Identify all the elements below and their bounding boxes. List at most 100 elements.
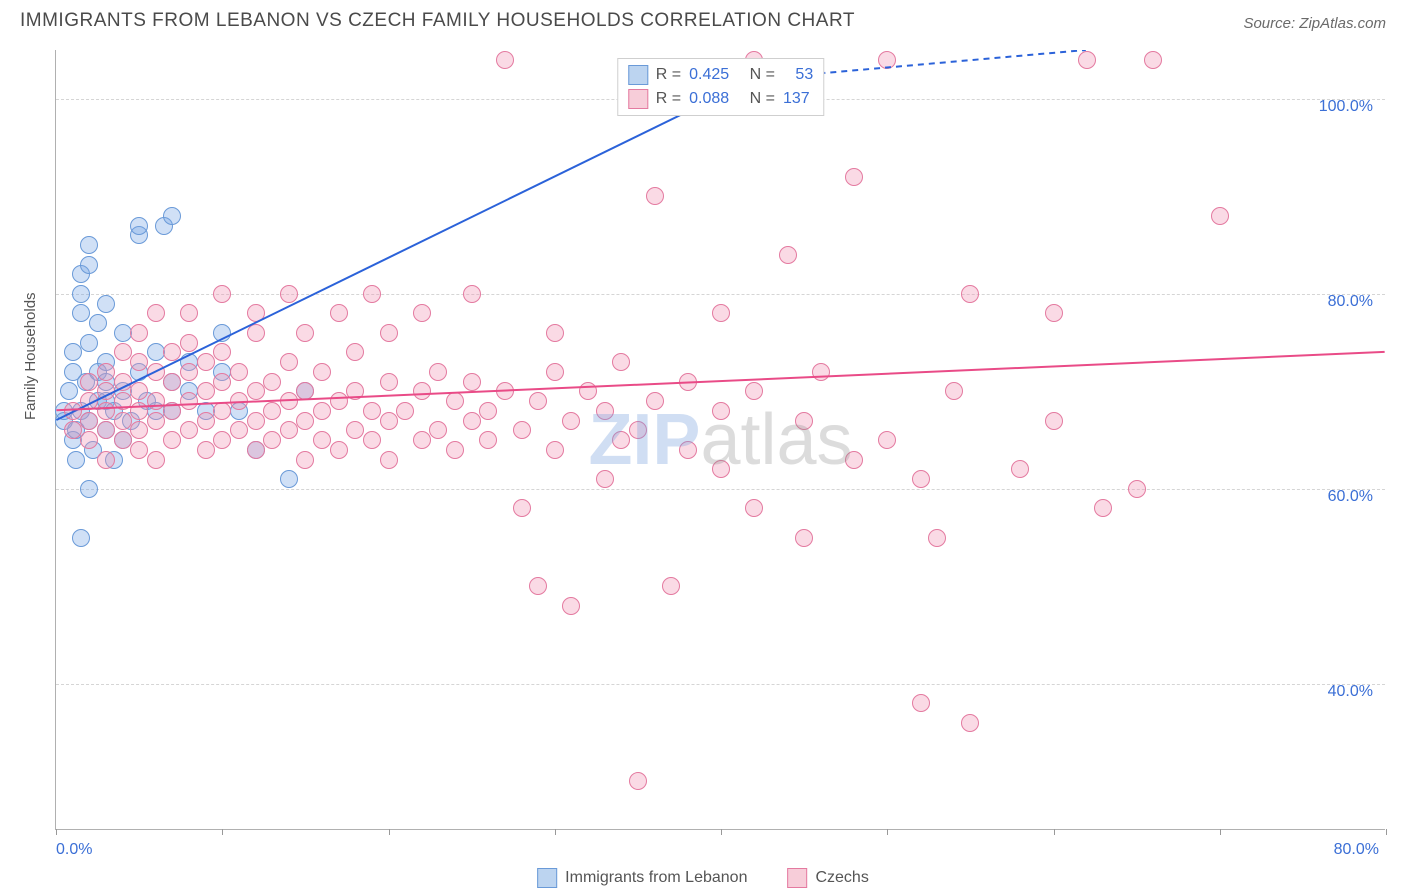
- data-point: [80, 412, 98, 430]
- data-point: [147, 304, 165, 322]
- data-point: [446, 441, 464, 459]
- data-point: [296, 324, 314, 342]
- data-point: [213, 343, 231, 361]
- data-point: [1011, 460, 1029, 478]
- data-point: [80, 256, 98, 274]
- gridline: [56, 294, 1385, 295]
- x-tick: [721, 829, 722, 835]
- n-value-series1: 53: [795, 63, 813, 87]
- data-point: [247, 412, 265, 430]
- data-point: [130, 421, 148, 439]
- data-point: [163, 431, 181, 449]
- data-point: [463, 373, 481, 391]
- data-point: [180, 363, 198, 381]
- data-point: [163, 402, 181, 420]
- y-tick-label: 80.0%: [1328, 293, 1373, 311]
- data-point: [213, 373, 231, 391]
- data-point: [80, 334, 98, 352]
- data-point: [546, 324, 564, 342]
- y-tick-label: 40.0%: [1328, 683, 1373, 701]
- data-point: [463, 412, 481, 430]
- data-point: [712, 402, 730, 420]
- data-point: [67, 451, 85, 469]
- data-point: [745, 382, 763, 400]
- data-point: [396, 402, 414, 420]
- data-point: [812, 363, 830, 381]
- data-point: [280, 353, 298, 371]
- legend-row-series2: R = 0.088 N = 137: [628, 87, 813, 111]
- x-tick-label: 0.0%: [56, 841, 92, 859]
- data-point: [197, 441, 215, 459]
- x-tick-label: 80.0%: [1334, 841, 1379, 859]
- data-point: [313, 363, 331, 381]
- data-point: [413, 431, 431, 449]
- data-point: [97, 451, 115, 469]
- data-point: [612, 431, 630, 449]
- data-point: [97, 382, 115, 400]
- data-point: [346, 421, 364, 439]
- data-point: [247, 304, 265, 322]
- data-point: [163, 373, 181, 391]
- data-point: [114, 412, 132, 430]
- data-point: [180, 421, 198, 439]
- data-point: [280, 285, 298, 303]
- data-point: [114, 343, 132, 361]
- chart-source: Source: ZipAtlas.com: [1243, 15, 1386, 32]
- data-point: [230, 392, 248, 410]
- y-tick-label: 100.0%: [1319, 98, 1373, 116]
- data-point: [263, 402, 281, 420]
- legend-row-series1: R = 0.425 N = 53: [628, 63, 813, 87]
- data-point: [496, 51, 514, 69]
- data-point: [596, 402, 614, 420]
- data-point: [263, 431, 281, 449]
- data-point: [80, 431, 98, 449]
- data-point: [313, 431, 331, 449]
- data-point: [629, 772, 647, 790]
- data-point: [529, 392, 547, 410]
- data-point: [247, 382, 265, 400]
- legend-label: Immigrants from Lebanon: [565, 869, 747, 887]
- data-point: [596, 470, 614, 488]
- data-point: [147, 412, 165, 430]
- data-point: [380, 373, 398, 391]
- swatch-icon: [787, 868, 807, 888]
- x-tick: [1220, 829, 1221, 835]
- swatch-series1: [628, 65, 648, 85]
- data-point: [197, 412, 215, 430]
- data-point: [878, 431, 896, 449]
- data-point: [80, 236, 98, 254]
- data-point: [180, 334, 198, 352]
- x-tick: [1054, 829, 1055, 835]
- gridline: [56, 489, 1385, 490]
- data-point: [213, 285, 231, 303]
- data-point: [1211, 207, 1229, 225]
- data-point: [114, 373, 132, 391]
- chart-header: IMMIGRANTS FROM LEBANON VS CZECH FAMILY …: [0, 0, 1406, 40]
- trend-lines-svg: [56, 50, 1385, 829]
- data-point: [180, 304, 198, 322]
- data-point: [80, 392, 98, 410]
- n-value-series2: 137: [783, 87, 810, 111]
- data-point: [646, 187, 664, 205]
- data-point: [296, 451, 314, 469]
- data-point: [130, 217, 148, 235]
- data-point: [945, 382, 963, 400]
- data-point: [562, 597, 580, 615]
- data-point: [97, 421, 115, 439]
- data-point: [429, 363, 447, 381]
- y-axis-label: Family Households: [22, 292, 39, 420]
- data-point: [346, 343, 364, 361]
- data-point: [878, 51, 896, 69]
- x-tick: [555, 829, 556, 835]
- data-point: [479, 402, 497, 420]
- data-point: [130, 402, 148, 420]
- data-point: [1144, 51, 1162, 69]
- data-point: [679, 373, 697, 391]
- data-point: [330, 304, 348, 322]
- data-point: [147, 363, 165, 381]
- data-point: [64, 421, 82, 439]
- data-point: [130, 441, 148, 459]
- x-tick: [56, 829, 57, 835]
- data-point: [230, 421, 248, 439]
- data-point: [380, 451, 398, 469]
